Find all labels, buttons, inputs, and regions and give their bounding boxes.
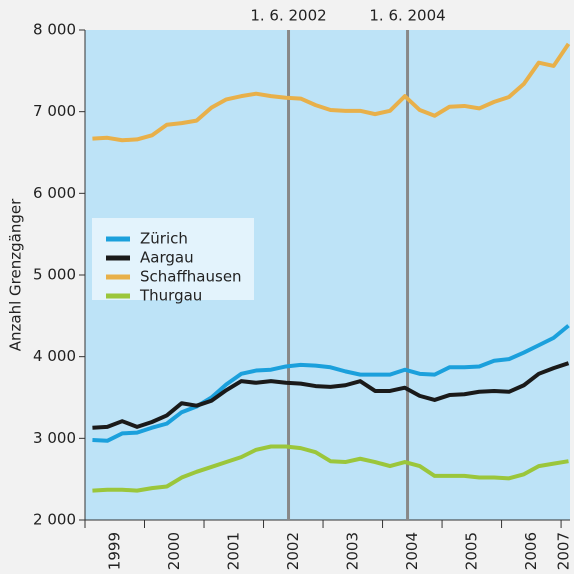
x-tick-label: 2000 — [165, 532, 183, 570]
y-tick-label: 6 000 — [33, 184, 76, 202]
x-tick-label: 2004 — [403, 532, 421, 570]
y-tick-label: 8 000 — [33, 21, 76, 39]
legend-label: Zürich — [140, 230, 188, 248]
y-axis-label: Anzahl Grenzgänger — [7, 198, 25, 351]
legend-label: Aargau — [140, 249, 194, 267]
line-series — [92, 42, 571, 143]
x-tick-label: 2006 — [522, 532, 540, 570]
x-tick-label: 2002 — [284, 532, 302, 570]
annotation: 1. 6. 2002 — [250, 7, 326, 25]
legend-label: Thurgau — [139, 287, 202, 305]
line-series — [92, 361, 570, 430]
annotation: 1. 6. 2004 — [369, 7, 445, 25]
x-tick-label: 2005 — [462, 532, 480, 570]
y-tick-label: 4 000 — [33, 347, 76, 365]
y-tick-label: 7 000 — [33, 102, 76, 120]
y-tick-label: 5 000 — [33, 266, 76, 284]
y-tick-label: 3 000 — [33, 429, 76, 447]
x-tick-label: 1999 — [105, 532, 123, 570]
x-tick-label: 2007 — [555, 532, 573, 570]
x-tick-label: 2003 — [343, 532, 361, 570]
legend-label: Schaffhausen — [140, 268, 242, 286]
line-series — [92, 324, 570, 443]
line-series — [92, 444, 569, 493]
y-tick-label: 2 000 — [33, 511, 76, 529]
x-tick-label: 2001 — [224, 532, 242, 570]
